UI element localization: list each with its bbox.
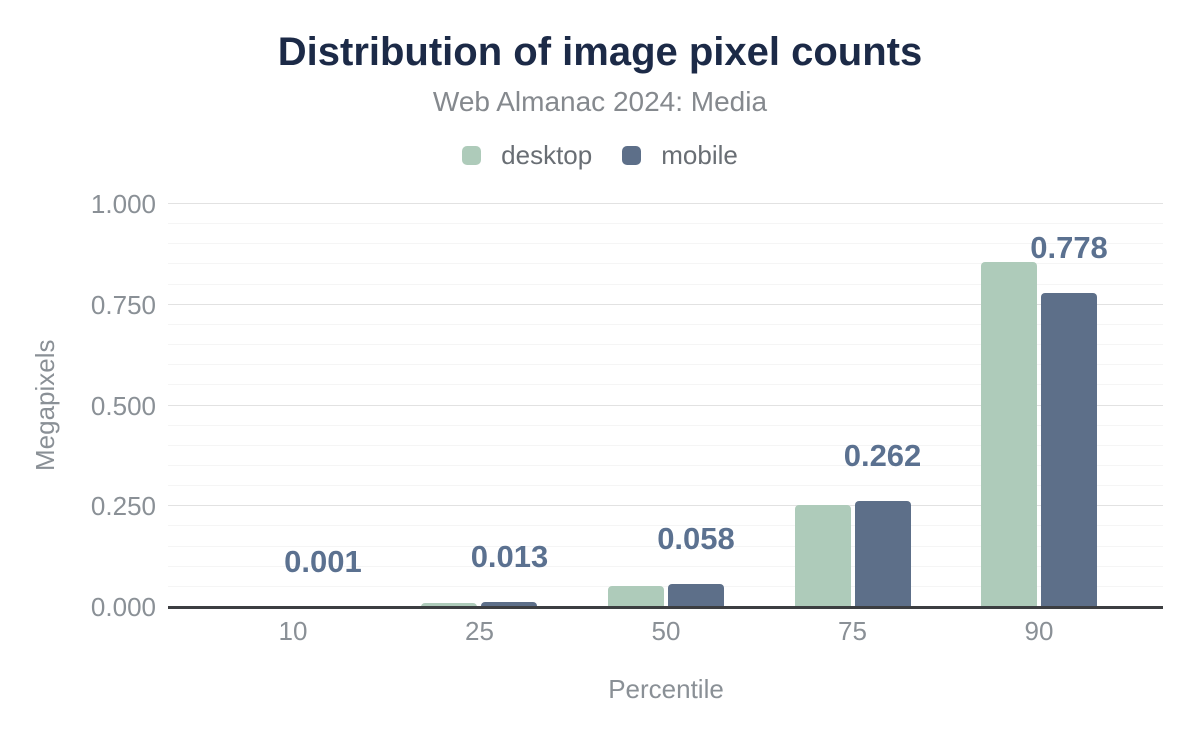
data-label-p10: 0.001 <box>284 543 362 579</box>
y-axis: 0.000 0.250 0.500 0.750 1.000 <box>0 189 156 622</box>
x-tick-label: 75 <box>838 616 867 646</box>
gridline-minor <box>168 323 1163 325</box>
gridline-minor <box>168 585 1163 587</box>
gridline-major <box>168 303 1163 305</box>
bar-mobile-p90[interactable] <box>1041 293 1098 607</box>
gridline-minor <box>168 545 1163 547</box>
data-label-p75: 0.262 <box>843 438 922 474</box>
gridline-minor <box>168 384 1163 386</box>
gridline-minor <box>168 444 1163 446</box>
gridline-minor <box>168 464 1163 466</box>
bar-desktop-p75[interactable] <box>794 505 851 607</box>
gridline-minor <box>168 525 1163 527</box>
chart-title: Distribution of image pixel counts <box>277 30 923 74</box>
legend-label-desktop: desktop <box>501 140 593 170</box>
gridline-minor <box>168 344 1163 346</box>
x-tick-label: 10 <box>278 616 308 646</box>
y-tick-label: 0.750 <box>90 289 156 320</box>
data-label-p50: 0.058 <box>657 520 735 556</box>
plot-area: 0.001 0.013 0.058 0.262 0.778 <box>168 203 1163 609</box>
chart-subtitle: Web Almanac 2024: Media <box>432 86 768 117</box>
gridline-minor <box>168 243 1163 245</box>
y-tick-label: 0.250 <box>90 491 156 522</box>
gridline-minor <box>168 424 1163 426</box>
gridline-minor <box>168 485 1163 487</box>
x-tick-label: 25 <box>465 616 494 646</box>
gridline-minor <box>168 283 1163 285</box>
x-axis-line <box>168 606 1163 609</box>
gridline-minor <box>168 565 1163 567</box>
bar-desktop-p90[interactable] <box>981 262 1038 607</box>
gridline-minor <box>168 223 1163 225</box>
x-tick-label: 50 <box>651 616 681 646</box>
bar-desktop-p25[interactable] <box>421 602 478 607</box>
bar-mobile-p50[interactable] <box>667 583 724 607</box>
x-axis-title: Percentile <box>608 674 724 704</box>
bar-mobile-p75[interactable] <box>854 501 911 607</box>
gridline-major <box>168 203 1163 204</box>
legend-item-mobile[interactable]: mobile <box>622 140 738 171</box>
gridline-minor <box>168 364 1163 366</box>
y-tick-label: 0.500 <box>90 390 156 421</box>
legend-label-mobile: mobile <box>661 140 738 170</box>
data-label-p90: 0.778 <box>1030 230 1108 266</box>
y-tick-label: 0.000 <box>90 592 156 622</box>
mobile-swatch-icon <box>622 146 642 165</box>
legend: desktop mobile <box>0 140 1200 171</box>
desktop-swatch-icon <box>462 146 482 165</box>
legend-item-desktop[interactable]: desktop <box>462 140 592 171</box>
bar-mobile-p25[interactable] <box>481 601 538 607</box>
data-label-p25: 0.013 <box>470 538 549 574</box>
y-tick-label: 1.000 <box>90 189 156 219</box>
gridline-minor <box>168 263 1163 265</box>
x-tick-label: 90 <box>1024 616 1054 646</box>
gridline-major <box>168 404 1163 406</box>
gridline-major <box>168 505 1163 507</box>
bar-desktop-p50[interactable] <box>607 585 664 607</box>
